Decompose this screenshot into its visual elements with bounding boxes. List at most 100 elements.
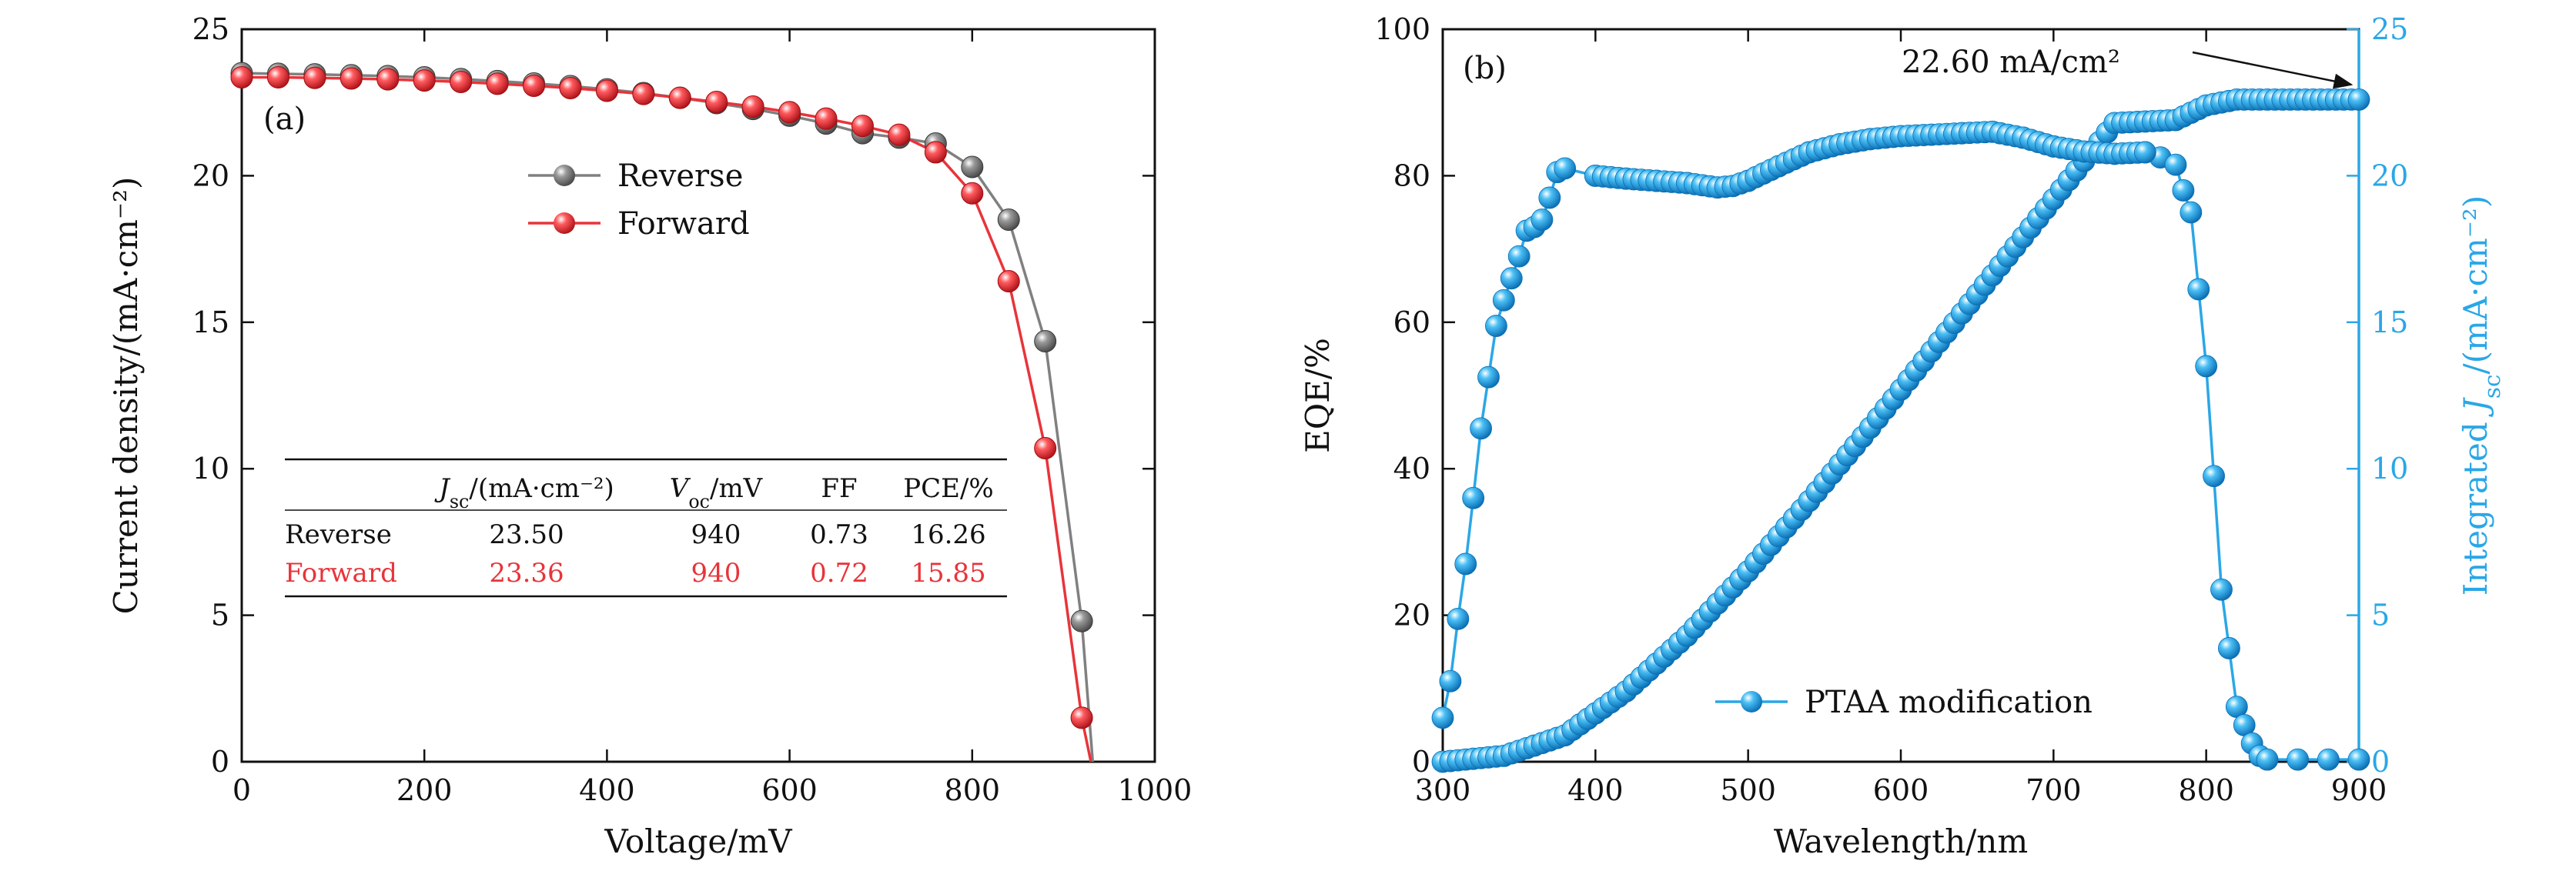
- panel-b-legend: PTAA modification: [1715, 685, 2093, 720]
- series-eqe-point: [2218, 637, 2240, 659]
- series-forward-point: [961, 182, 984, 205]
- series-eqe-point: [2347, 748, 2370, 771]
- table-header-cell: Jsc/(mA·cm⁻²): [434, 473, 614, 512]
- series-forward-point: [815, 107, 838, 130]
- panel-b-right-y-tick-label: 15: [2371, 305, 2408, 339]
- table-cell: 0.72: [810, 558, 868, 589]
- panel-a-y-tick-label: 25: [192, 12, 229, 46]
- series-eqe-point: [1492, 289, 1515, 312]
- series-forward-point: [340, 67, 363, 90]
- panel-a-x-tick-label: 200: [396, 773, 453, 807]
- panel-a-series: [230, 62, 1095, 763]
- table-cell: 0.73: [810, 519, 868, 550]
- panel-b-x-tick-label: 900: [2331, 773, 2387, 807]
- series-eqe-point: [1538, 186, 1561, 209]
- series-forward-point: [595, 79, 618, 102]
- panel-a: 0 200 400 600 800 1000 0 5 10 15 20 25 (a) Voltage/…: [107, 12, 1192, 860]
- panel-b-x-tick-label: 800: [2178, 773, 2234, 807]
- panel-b: 300 400 500 600 700 800 9000204060801000510152…: [1299, 12, 2505, 860]
- panel-b-annotation: 22.60 mA/cm²: [1902, 45, 2354, 89]
- panel-b-right-y-tick-label: 20: [2371, 159, 2408, 192]
- panel-b-ticks: 300 400 500 600 700 800 9000204060801000510152…: [1374, 12, 2408, 807]
- panel-b-label: (b): [1463, 51, 1507, 86]
- series-forward-point: [924, 141, 947, 164]
- series-eqe-point: [2317, 748, 2340, 771]
- panel-a-x-tick-label: 600: [761, 773, 818, 807]
- series-forward-point: [523, 74, 546, 97]
- series-reverse-point: [1070, 609, 1093, 632]
- series-forward-point: [230, 65, 253, 88]
- legend-reverse-label: Reverse: [617, 159, 743, 194]
- series-eqe-point: [2180, 201, 2203, 224]
- table-cell: 940: [691, 519, 741, 550]
- panel-a-y-tick-label: 15: [192, 305, 229, 339]
- panel-b-x-tick-label: 500: [1720, 773, 1776, 807]
- panel-b-left-y-tick-label: 60: [1393, 305, 1430, 339]
- series-integrated-jsc-point: [2347, 88, 2370, 111]
- series-eqe-point: [1485, 315, 1507, 337]
- panel-a-y-tick-label: 20: [192, 159, 229, 192]
- series-forward-point: [668, 86, 691, 109]
- series-eqe-point: [1477, 365, 1500, 389]
- table-cell: 940: [691, 558, 741, 589]
- panel-b-right-y-tick-label: 0: [2371, 745, 2390, 779]
- panel-b-series: [1431, 88, 2370, 773]
- series-eqe-point: [1500, 267, 1523, 290]
- series-forward-point: [1070, 706, 1093, 729]
- series-eqe-point: [2256, 748, 2279, 771]
- legend-forward-label: Forward: [617, 206, 750, 242]
- series-forward-point: [741, 95, 764, 118]
- panel-b-x-tick-label: 600: [1873, 773, 1929, 807]
- panel-b-left-y-tick-label: 80: [1393, 159, 1430, 192]
- panel-b-left-y-tick-label: 40: [1393, 452, 1430, 486]
- series-eqe-point: [2187, 278, 2210, 301]
- panel-a-parameter-table: Jsc/(mA·cm⁻²) Voc/mV FF PCE/% Reverse 23.50 94…: [285, 458, 1007, 598]
- panel-a-y-axis-title: Current density/(mA·cm⁻²): [107, 177, 145, 615]
- table-cell: 23.50: [489, 519, 564, 550]
- series-reverse-point: [997, 209, 1020, 232]
- panel-b-left-y-tick-label: 20: [1393, 599, 1430, 632]
- legend-forward-marker: [554, 212, 575, 234]
- series-forward-point: [778, 101, 801, 124]
- series-eqe-point: [2203, 465, 2225, 488]
- panel-b-left-y-tick-label: 100: [1374, 12, 1430, 46]
- series-eqe-point: [1531, 209, 1554, 231]
- panel-a-x-axis-title: Voltage/mV: [604, 823, 792, 860]
- series-forward-point: [632, 82, 655, 105]
- panel-a-y-tick-label: 10: [192, 452, 229, 486]
- panel-a-x-tick-label: 400: [579, 773, 635, 807]
- table-header-cell: FF: [821, 473, 857, 504]
- series-forward-point: [376, 68, 400, 91]
- panel-a-legend: Reverse Forward: [528, 159, 750, 242]
- panel-a-ticks: 0 200 400 600 800 1000 0 5 10 15 20 25: [192, 12, 1193, 807]
- series-forward-point: [559, 77, 582, 100]
- panel-a-label: (a): [263, 102, 306, 137]
- series-forward-point: [997, 269, 1020, 292]
- table-cell: 15.85: [911, 558, 985, 589]
- series-eqe-point: [2210, 578, 2233, 601]
- series-eqe-point: [2172, 179, 2195, 202]
- legend-ptaa-marker: [1741, 691, 1762, 712]
- panel-b-right-y-tick-label: 5: [2371, 599, 2390, 632]
- panel-b-left-y-tick-label: 0: [1412, 745, 1430, 779]
- series-eqe-point: [1439, 669, 1462, 692]
- panel-b-annotation-arrow: [2192, 51, 2354, 89]
- series-eqe-point: [1462, 486, 1485, 509]
- table-header-cell: Voc/mV: [670, 473, 764, 512]
- table-row-label: Forward: [285, 558, 397, 589]
- series-eqe-point: [1507, 245, 1531, 268]
- legend-ptaa-label: PTAA modification: [1805, 685, 2093, 720]
- series-eqe-point: [1454, 552, 1477, 576]
- series-eqe-point: [2164, 153, 2187, 176]
- panel-a-plot-frame: [240, 28, 1156, 763]
- table-cell: 16.26: [911, 519, 985, 550]
- panel-b-right-y-tick-label: 25: [2371, 12, 2408, 46]
- table-cell: 23.36: [489, 558, 564, 589]
- series-eqe-point: [1431, 706, 1454, 729]
- series-eqe-point: [2287, 748, 2310, 771]
- series-eqe-point: [2133, 141, 2156, 164]
- series-forward-point: [413, 69, 436, 92]
- series-forward-point: [450, 71, 473, 94]
- legend-reverse-marker: [554, 165, 575, 186]
